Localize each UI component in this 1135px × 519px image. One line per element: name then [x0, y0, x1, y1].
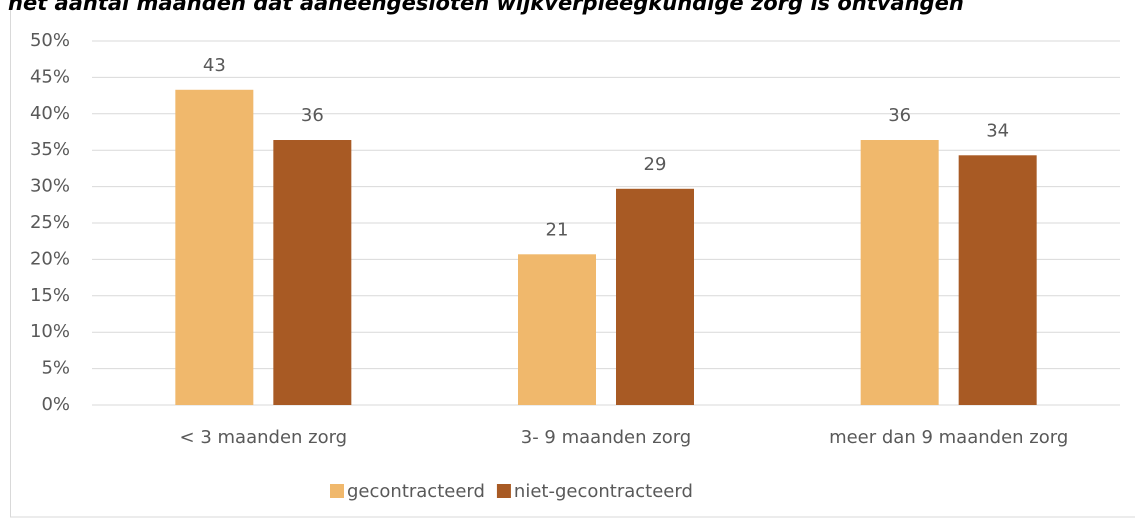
bar: [616, 188, 694, 405]
y-tick-label: 20%: [30, 248, 70, 269]
bar: [958, 155, 1037, 405]
data-label: 29: [644, 154, 667, 175]
y-tick-label: 25%: [30, 212, 70, 233]
x-tick-label: < 3 maanden zorg: [180, 427, 348, 448]
bar: [273, 140, 352, 405]
legend-label: niet-gecontracteerd: [514, 481, 693, 502]
y-tick-label: 40%: [30, 103, 70, 124]
y-tick-label: 5%: [41, 358, 70, 379]
data-label: 43: [203, 55, 226, 76]
data-label: 36: [301, 105, 324, 126]
data-label: 21: [546, 219, 569, 240]
bar: [175, 89, 254, 405]
chart-title: het aantal maanden dat aaneengesloten wi…: [8, 0, 964, 15]
data-label: 34: [986, 120, 1009, 141]
bar: [860, 140, 939, 405]
legend-swatch: [496, 484, 511, 498]
x-tick-label: meer dan 9 maanden zorg: [829, 427, 1068, 448]
chart-frame: [10, 0, 1135, 518]
legend-swatch: [330, 484, 344, 498]
y-tick-label: 15%: [30, 285, 70, 306]
bar: [518, 254, 596, 405]
y-tick-label: 50%: [30, 30, 70, 51]
y-tick-label: 45%: [30, 66, 70, 87]
legend-label: gecontracteerd: [347, 481, 485, 502]
y-tick-label: 30%: [30, 176, 70, 197]
y-tick-label: 10%: [30, 321, 70, 342]
data-label: 36: [888, 105, 911, 126]
x-tick-label: 3- 9 maanden zorg: [521, 427, 691, 448]
y-tick-label: 0%: [41, 394, 70, 415]
y-tick-label: 35%: [30, 139, 70, 160]
